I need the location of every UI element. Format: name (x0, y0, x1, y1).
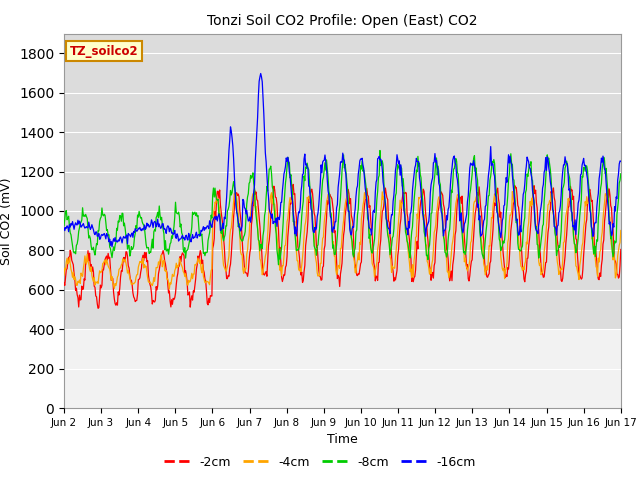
Bar (64, 329, 621, 408)
Title: Tonzi Soil CO2 Profile: Open (East) CO2: Tonzi Soil CO2 Profile: Open (East) CO2 (207, 14, 477, 28)
Legend: -2cm, -4cm, -8cm, -16cm: -2cm, -4cm, -8cm, -16cm (159, 451, 481, 474)
X-axis label: Time: Time (327, 433, 358, 446)
Text: TZ_soilco2: TZ_soilco2 (70, 45, 138, 58)
Y-axis label: Soil CO2 (mV): Soil CO2 (mV) (1, 177, 13, 264)
Bar (64, 34, 621, 329)
